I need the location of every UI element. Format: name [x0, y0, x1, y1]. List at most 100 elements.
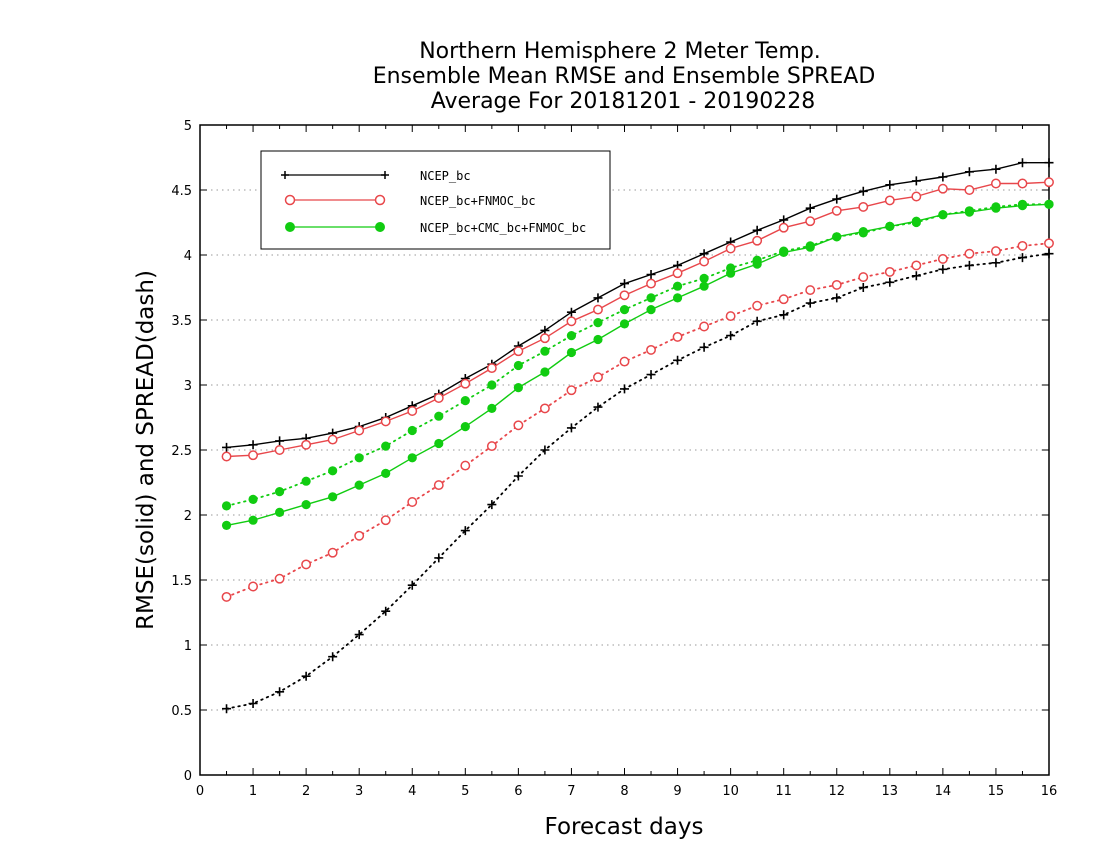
ncep-bc-cmc-bc-fnmoc-bc-rmse-point	[964, 207, 975, 217]
ncep-bc-fnmoc-bc-rmse-point	[354, 425, 365, 436]
ncep-bc-fnmoc-bc-spread-point	[858, 272, 869, 283]
ncep-bc-cmc-bc-fnmoc-bc-spread-point	[274, 487, 285, 497]
x-tick-label: 5	[461, 784, 469, 799]
ncep-bc-fnmoc-bc-spread-point	[539, 403, 550, 414]
ncep-bc-fnmoc-bc-spread-point	[433, 480, 444, 491]
ncep-bc-cmc-bc-fnmoc-bc-rmse-point	[1044, 199, 1054, 209]
ncep-bc-cmc-bc-fnmoc-bc-rmse-point	[487, 403, 497, 413]
ncep-bc-fnmoc-bc-spread-point	[990, 246, 1001, 257]
ncep-bc-cmc-bc-fnmoc-bc-rmse-point	[779, 247, 789, 257]
ncep-bc-fnmoc-bc-spread-point	[248, 581, 259, 592]
ncep-bc-spread-point	[540, 445, 550, 455]
ncep-bc-rmse-point	[566, 307, 576, 317]
ncep-bc-fnmoc-bc-rmse-point	[990, 178, 1001, 189]
ncep-bc-fnmoc-bc-rmse-point	[380, 416, 391, 427]
ncep-bc-spread-point	[1017, 253, 1027, 263]
ncep-bc-spread-point	[566, 423, 576, 433]
y-tick-label: 5	[184, 119, 192, 134]
x-tick-label: 7	[567, 784, 575, 799]
ncep-bc-rmse-point	[964, 167, 974, 177]
ncep-bc-fnmoc-bc-rmse-point	[248, 450, 259, 461]
ncep-bc-fnmoc-bc-spread-point	[566, 385, 577, 396]
x-tick-label: 6	[514, 784, 522, 799]
x-axis-label: Forecast days	[545, 814, 704, 840]
x-tick-label: 13	[882, 784, 899, 799]
ncep-bc-fnmoc-bc-rmse-point	[407, 406, 418, 416]
x-tick-label: 4	[408, 784, 416, 799]
ncep-bc-fnmoc-bc-spread-point	[911, 260, 922, 271]
ncep-bc-cmc-bc-fnmoc-bc-rmse-point	[885, 221, 895, 231]
ncep-bc-rmse-point	[911, 176, 921, 186]
ncep-bc-cmc-bc-fnmoc-bc-rmse-point	[858, 227, 868, 237]
x-tick-label: 15	[988, 784, 1005, 799]
ncep-bc-fnmoc-bc-rmse-point	[301, 439, 312, 450]
y-tick-label: 4	[184, 249, 192, 264]
ncep-bc-cmc-bc-fnmoc-bc-spread-point	[699, 273, 709, 283]
ncep-bc-spread-point	[381, 606, 391, 616]
ncep-bc-fnmoc-bc-rmse-point	[937, 183, 948, 194]
ncep-bc-fnmoc-bc-rmse-point	[831, 205, 842, 216]
ncep-bc-cmc-bc-fnmoc-bc-spread-point	[434, 411, 444, 421]
ncep-bc-fnmoc-bc-spread-point	[884, 266, 895, 277]
gridlines	[200, 189, 1049, 711]
x-tick-label: 3	[355, 784, 363, 799]
ncep-bc-spread-point	[938, 264, 948, 274]
ncep-bc-rmse-point	[646, 270, 656, 279]
ncep-bc-fnmoc-bc-spread-point	[831, 279, 842, 290]
x-tick-label: 8	[620, 784, 628, 799]
x-tick-label: 0	[196, 784, 204, 799]
ncep-bc-fnmoc-bc-rmse-point	[513, 346, 524, 357]
ncep-bc-fnmoc-bc-rmse-point	[539, 333, 550, 344]
ncep-bc-cmc-bc-fnmoc-bc-rmse-line	[226, 203, 1050, 527]
ncep-bc-fnmoc-bc-spread-point	[513, 420, 524, 431]
ncep-bc-cmc-bc-fnmoc-bc-spread-point	[248, 494, 258, 504]
x-tick-label: 2	[302, 784, 310, 799]
ncep-bc-cmc-bc-fnmoc-bc-rmse-point	[593, 334, 603, 345]
ncep-bc-spread-point	[991, 258, 1001, 268]
ncep-bc-fnmoc-bc-rmse-point	[964, 185, 975, 195]
ncep-bc-cmc-bc-fnmoc-bc-spread-point	[301, 476, 311, 486]
y-tick-label: 3.5	[171, 314, 192, 329]
ncep-bc-fnmoc-bc-spread-point	[725, 311, 736, 322]
ncep-bc-cmc-bc-fnmoc-bc-rmse-point	[540, 367, 550, 377]
ncep-bc-rmse-point	[805, 203, 815, 213]
ncep-bc-cmc-bc-fnmoc-bc-rmse-point	[1017, 201, 1028, 211]
ncep-bc-spread-point	[301, 671, 311, 681]
ncep-bc-fnmoc-bc-rmse-point	[1044, 177, 1054, 188]
ncep-bc-cmc-bc-fnmoc-bc-rmse-point	[566, 347, 577, 358]
ncep-bc-rmse-point	[991, 164, 1001, 174]
ncep-bc-cmc-bc-fnmoc-bc-rmse-point	[513, 383, 523, 393]
ncep-bc-spread-point	[858, 283, 868, 292]
x-tick-label: 9	[673, 784, 681, 799]
ncep-bc-spread-point	[328, 652, 338, 662]
ncep-bc-spread-point	[487, 500, 497, 510]
ncep-bc-cmc-bc-fnmoc-bc-rmse-point	[274, 507, 285, 517]
ncep-bc-spread-point	[354, 630, 364, 640]
ncep-bc-cmc-bc-fnmoc-bc-rmse-point	[221, 520, 232, 531]
ncep-bc-cmc-bc-fnmoc-bc-rmse-point	[434, 438, 444, 449]
legend-label-ncep-fnmoc: NCEP_bc+FNMOC_bc	[420, 194, 536, 208]
ncep-bc-cmc-bc-fnmoc-bc-rmse-point	[805, 242, 815, 252]
ncep-bc-rmse-point	[593, 293, 603, 303]
ncep-bc-spread-point	[1044, 249, 1054, 259]
ncep-bc-fnmoc-bc-spread-point	[221, 591, 232, 602]
ncep-bc-cmc-bc-fnmoc-bc-spread-point	[513, 360, 523, 371]
legend-marker-ncep-cmc-fnmoc	[285, 222, 295, 232]
ncep-bc-cmc-bc-fnmoc-bc-rmse-point	[752, 259, 762, 269]
ncep-bc-cmc-bc-fnmoc-bc-spread-point	[381, 441, 391, 451]
x-tick-label: 10	[722, 784, 739, 799]
y-tick-label: 4.5	[171, 184, 192, 199]
y-axis-label: RMSE(solid) and SPREAD(dash)	[133, 270, 159, 630]
legend-marker-ncep-fnmoc	[284, 194, 296, 206]
ncep-bc-spread-point	[593, 402, 603, 412]
series-group	[221, 158, 1054, 714]
ncep-bc-rmse-point	[752, 225, 762, 235]
ncep-bc-fnmoc-bc-spread-point	[619, 356, 630, 367]
ncep-bc-cmc-bc-fnmoc-bc-rmse-point	[619, 319, 630, 329]
y-tick-label: 1.5	[171, 574, 192, 589]
ncep-bc-fnmoc-bc-spread-point	[460, 460, 471, 471]
ncep-bc-cmc-bc-fnmoc-bc-rmse-point	[832, 232, 842, 242]
ncep-bc-rmse-point	[885, 180, 895, 190]
ncep-bc-spread-point	[407, 580, 417, 590]
ncep-bc-cmc-bc-fnmoc-bc-rmse-point	[646, 305, 656, 315]
